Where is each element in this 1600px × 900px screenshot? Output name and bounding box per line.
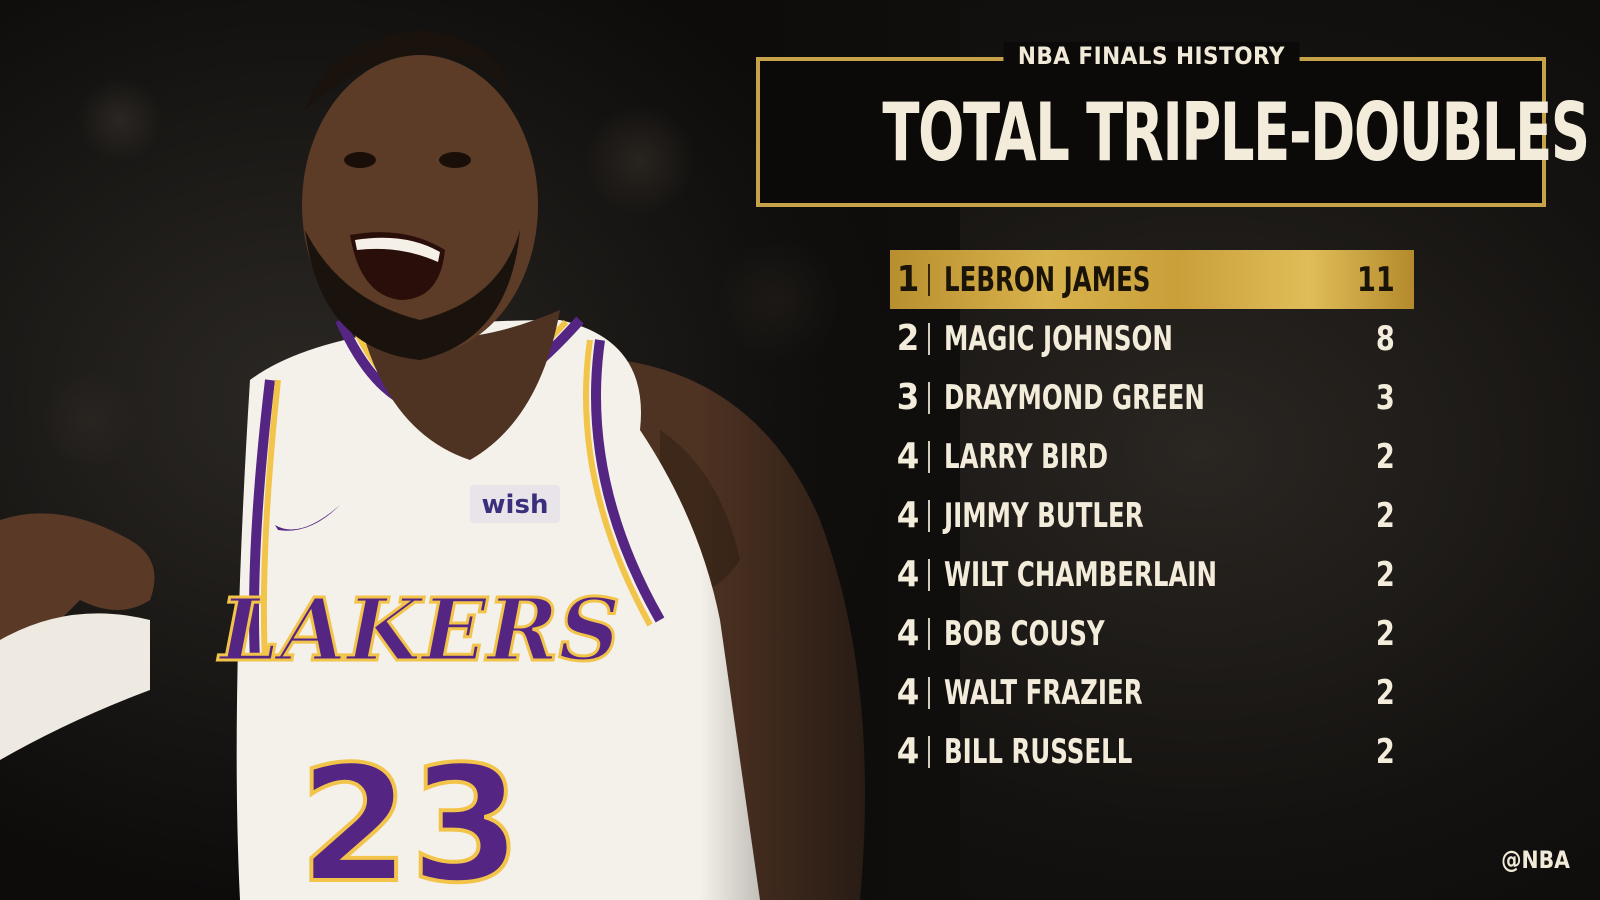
rank-number: 2 [896, 318, 920, 359]
player-name: BOB COUSY [944, 613, 1105, 654]
triple-double-count: 2 [1375, 554, 1395, 595]
row-divider [928, 558, 930, 591]
leaderboard-row: 3 DRAYMOND GREEN 3 [890, 368, 1414, 427]
row-divider [928, 676, 930, 709]
row-divider [928, 617, 930, 650]
nba-credit: @NBA [1501, 846, 1570, 874]
leaderboard-row: 1 LEBRON JAMES 11 [890, 250, 1414, 309]
triple-double-count: 2 [1375, 731, 1395, 772]
rank-number: 4 [896, 613, 920, 654]
leaderboard-row: 4 WALT FRAZIER 2 [890, 663, 1414, 722]
jersey-sponsor-text: wish [482, 490, 549, 520]
rank-number: 4 [896, 672, 920, 713]
triple-double-count: 2 [1375, 672, 1395, 713]
player-name: JIMMY BUTLER [944, 495, 1144, 536]
leaderboard: 1 LEBRON JAMES 11 2 MAGIC JOHNSON 8 3 DR… [890, 250, 1414, 781]
triple-double-count: 8 [1375, 318, 1395, 359]
rank-number: 4 [896, 554, 920, 595]
page-title: TOTAL TRIPLE-DOUBLES [882, 86, 1590, 179]
player-illustration: LAKERS 23 wish [0, 30, 865, 900]
leaderboard-row: 2 MAGIC JOHNSON 8 [890, 309, 1414, 368]
leaderboard-row: 4 LARRY BIRD 2 [890, 427, 1414, 486]
player-name: LARRY BIRD [944, 436, 1109, 477]
row-divider [928, 499, 930, 532]
row-divider [928, 381, 930, 414]
triple-double-count: 2 [1375, 495, 1395, 536]
leaderboard-row: 4 BILL RUSSELL 2 [890, 722, 1414, 781]
triple-double-count: 3 [1375, 377, 1395, 418]
row-divider [928, 735, 930, 768]
player-name: BILL RUSSELL [944, 731, 1133, 772]
player-name: LEBRON JAMES [944, 259, 1151, 300]
leaderboard-row: 4 JIMMY BUTLER 2 [890, 486, 1414, 545]
title-frame [756, 57, 1546, 207]
rank-number: 3 [896, 377, 920, 418]
leaderboard-row: 4 BOB COUSY 2 [890, 604, 1414, 663]
rank-number: 4 [896, 731, 920, 772]
jersey-number-text: 23 [299, 731, 522, 900]
row-divider [928, 263, 930, 296]
triple-double-count: 2 [1375, 436, 1395, 477]
triple-double-count: 11 [1356, 259, 1395, 300]
triple-double-count: 2 [1375, 613, 1395, 654]
row-divider [928, 322, 930, 355]
player-name: WALT FRAZIER [944, 672, 1143, 713]
player-name: MAGIC JOHNSON [944, 318, 1173, 359]
player-name: DRAYMOND GREEN [944, 377, 1205, 418]
player-name: WILT CHAMBERLAIN [944, 554, 1218, 595]
rank-number: 1 [896, 259, 920, 300]
leaderboard-row: 4 WILT CHAMBERLAIN 2 [890, 545, 1414, 604]
rank-number: 4 [896, 436, 920, 477]
row-divider [928, 440, 930, 473]
jersey-team-text: LAKERS [216, 580, 620, 681]
rank-number: 4 [896, 495, 920, 536]
